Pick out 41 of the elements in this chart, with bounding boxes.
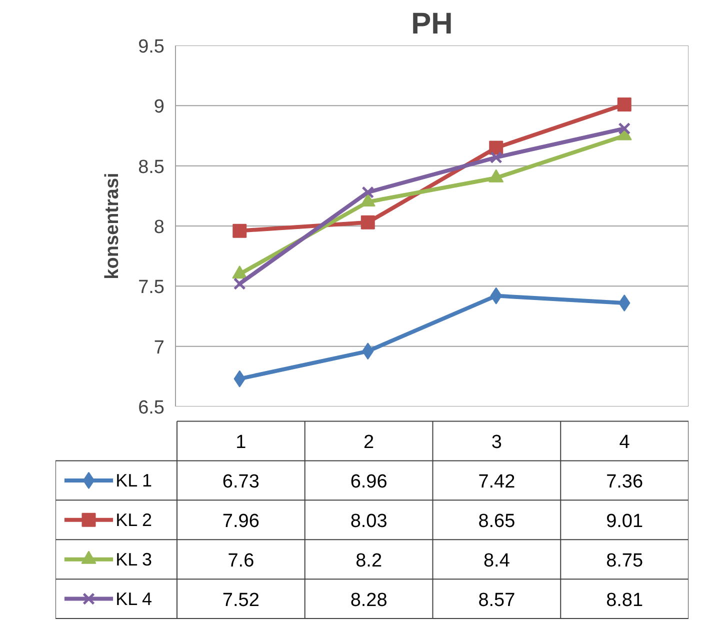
y-tick-label: 8 [154,217,165,238]
x-tick-label: 1 [236,432,246,454]
data-label: 6.96 [350,471,388,492]
x-tick-label: 4 [619,432,630,454]
x-tick-label: 3 [491,432,502,454]
chart-title: PH [411,8,453,40]
data-label: 8.28 [350,590,388,611]
data-label: 8.81 [606,590,644,611]
y-tick-label: 9.5 [138,36,165,58]
data-label: 7.6 [228,550,254,572]
data-label: 6.73 [222,471,260,492]
data-label: 8.2 [356,550,382,572]
data-label: 7.96 [222,510,260,532]
data-label: 8.57 [478,590,516,611]
point [362,186,374,199]
point [232,224,247,238]
point [489,140,504,155]
data-label: 8.4 [483,550,510,572]
data-label: 8.65 [478,510,516,532]
legend-label: KL 1 [116,470,152,490]
legend-label: KL 3 [116,549,152,570]
y-axis-title: konsentrasi [102,172,124,280]
data-label: 9.01 [606,510,644,532]
legend-label: KL 2 [116,510,152,530]
point [618,122,631,135]
point [360,215,375,230]
data-label: 7.36 [606,471,644,492]
y-tick-label: 8.5 [138,156,165,178]
y-tick-label: 9 [154,96,165,118]
y-tick-label: 7.5 [138,277,165,298]
data-label: 8.75 [606,550,644,572]
x-tick-label: 2 [364,432,374,454]
point [617,97,632,112]
legend-label: KL 4 [116,588,152,609]
point [490,151,502,164]
y-tick-label: 7 [154,337,165,358]
data-label: 7.52 [222,590,260,611]
data-label: 7.42 [478,471,516,492]
data-label: 8.03 [350,510,388,532]
point [233,278,246,290]
y-tick-label: 6.5 [138,398,165,418]
